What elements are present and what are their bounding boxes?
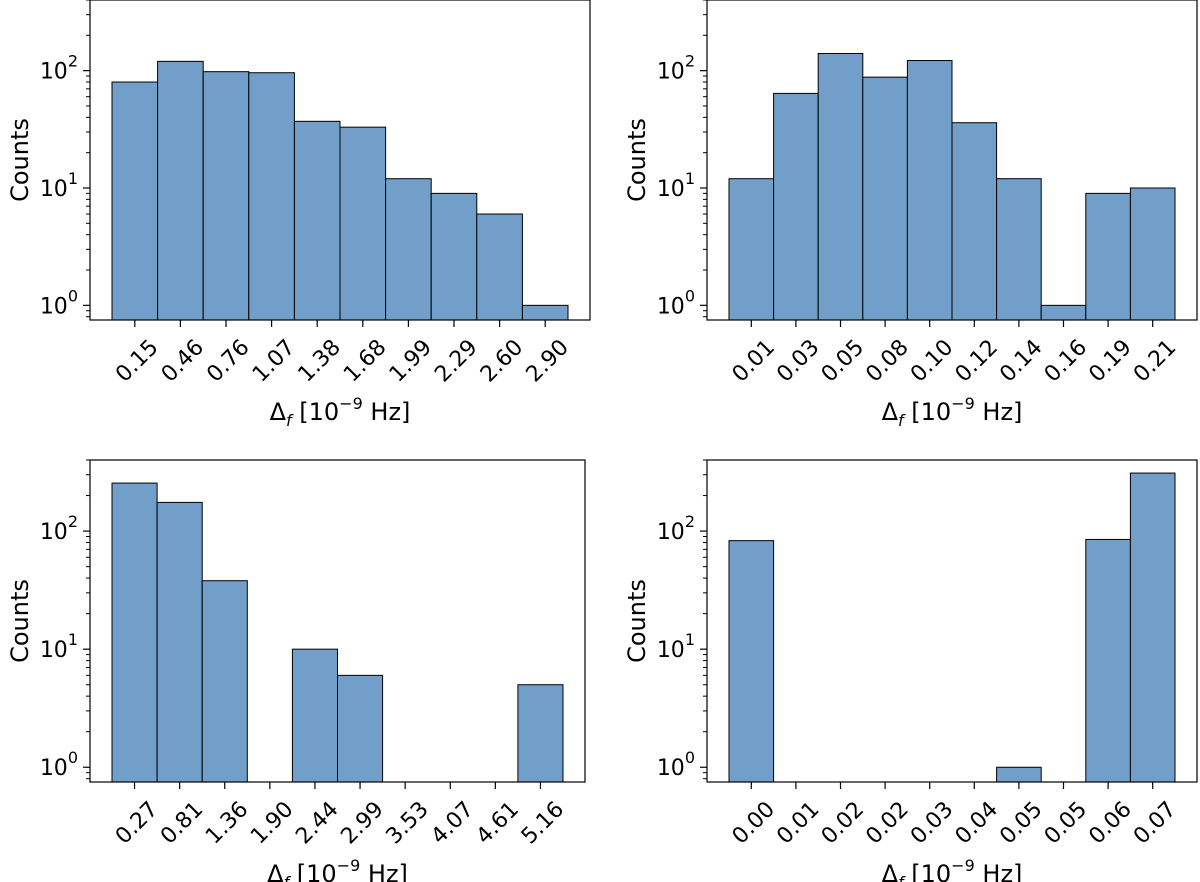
x-tick-label-1: 0.15 [111, 335, 163, 387]
bar-2-count-64 [773, 92, 819, 321]
bar-8-count-9 [430, 192, 478, 321]
bar-5-count-10 [291, 648, 338, 783]
x-tick-label-2: 0.01 [772, 797, 824, 849]
y-axis-label: Counts [623, 579, 651, 663]
x-tick-label-9: 0.19 [1084, 335, 1136, 387]
x-tick-label-6: 2.99 [336, 797, 388, 849]
y-axis-label: Counts [6, 118, 34, 202]
bar-7-count-1 [996, 766, 1042, 783]
x-axis-label: Δf [10−9 Hz] [882, 394, 1023, 430]
y-tick-label-1e2: 102 [40, 512, 78, 545]
x-tick-label-7: 0.05 [995, 797, 1047, 849]
bar-9-count-9 [1085, 192, 1131, 321]
bar-4-count-88 [862, 76, 908, 321]
x-tick-label-8: 0.16 [1040, 335, 1092, 387]
x-tick-label-10: 0.07 [1129, 797, 1181, 849]
bar-3-count-38 [201, 580, 248, 783]
x-tick-label-2: 0.46 [157, 335, 209, 387]
plot-frame [706, 0, 1198, 321]
bar-6-count-33 [339, 126, 387, 321]
x-tick-label-1: 0.00 [728, 797, 780, 849]
x-tick-label-7: 1.99 [385, 335, 437, 387]
bar-7-count-12 [996, 178, 1042, 321]
x-tick-label-8: 4.07 [427, 797, 479, 849]
x-tick-label-4: 0.08 [861, 335, 913, 387]
x-tick-label-9: 4.61 [472, 797, 524, 849]
x-tick-label-4: 1.07 [248, 335, 300, 387]
bar-10-count-10 [1129, 187, 1176, 321]
x-tick-label-3: 0.02 [817, 797, 869, 849]
x-axis-label: Δf [10−9 Hz] [270, 394, 411, 430]
x-tick-label-6: 1.68 [339, 335, 391, 387]
y-tick-label-1e0: 100 [40, 286, 78, 319]
y-tick-label-1e1: 101 [40, 169, 78, 202]
bar-2-count-120 [157, 60, 204, 321]
x-axis-label: Δf [10−9 Hz] [882, 856, 1023, 882]
bar-2-count-175 [156, 501, 203, 783]
bar-1-count-12 [728, 178, 775, 321]
y-tick-label-1e1: 101 [657, 169, 695, 202]
bar-3-count-98 [202, 71, 250, 321]
y-tick-label-1e2: 102 [657, 52, 695, 85]
x-tick-label-5: 0.03 [906, 797, 958, 849]
bar-10-count-310 [1129, 472, 1176, 783]
x-tick-label-8: 2.29 [430, 335, 482, 387]
histogram-panel-3: 100 101 102 0.270.811.361.902.442.993.534.0… [6, 459, 586, 882]
y-axis-label: Counts [6, 579, 34, 663]
y-tick-label-1e0: 100 [40, 748, 78, 781]
plot-frame [89, 0, 591, 321]
y-tick-label-1e2: 102 [40, 52, 78, 85]
x-tick-label-5: 2.44 [291, 797, 343, 849]
plot-frame [706, 459, 1198, 783]
x-tick-label-9: 0.06 [1084, 797, 1136, 849]
bar-6-count-6 [337, 674, 384, 783]
x-axis-label: Δf [10−9 Hz] [267, 856, 408, 882]
bar-7-count-12 [385, 178, 432, 321]
bar-9-count-85 [1085, 538, 1131, 783]
x-tick-label-5: 1.38 [294, 335, 346, 387]
y-tick-label-1e2: 102 [657, 512, 695, 545]
x-tick-label-3: 1.36 [201, 797, 253, 849]
x-tick-label-5: 0.10 [906, 335, 958, 387]
y-tick-label-1e1: 101 [657, 630, 695, 663]
histogram-panel-4: 1001011020.000.010.020.020.030.040.050.0… [623, 459, 1198, 882]
x-tick-label-7: 3.53 [382, 797, 434, 849]
x-tick-label-10: 5.16 [517, 797, 569, 849]
x-tick-label-6: 0.04 [951, 797, 1003, 849]
bar-5-count-122 [906, 60, 953, 321]
x-tick-label-4: 1.90 [246, 797, 298, 849]
x-tick-label-4: 0.02 [861, 797, 913, 849]
bar-1-count-83 [728, 540, 775, 783]
x-tick-label-3: 0.76 [202, 335, 254, 387]
x-tick-label-2: 0.03 [772, 335, 824, 387]
y-tick-label-1e0: 100 [657, 286, 695, 319]
x-tick-label-7: 0.14 [995, 335, 1047, 387]
histogram-panel-2: 1001011020.010.030.050.080.100.120.140.1… [623, 0, 1198, 430]
bar-8-count-1 [1040, 304, 1087, 321]
bar-4-count-96 [248, 72, 295, 321]
x-tick-label-2: 0.81 [156, 797, 208, 849]
x-tick-label-3: 0.05 [817, 335, 869, 387]
plot-frame [89, 459, 586, 783]
y-axis-label: Counts [623, 118, 651, 202]
bar-3-count-140 [817, 53, 864, 321]
x-tick-label-1: 0.01 [728, 335, 780, 387]
bar-9-count-6 [476, 213, 523, 321]
bar-1-count-80 [111, 81, 159, 321]
x-tick-label-1: 0.27 [111, 797, 163, 849]
bar-5-count-37 [293, 120, 341, 321]
x-tick-label-10: 2.90 [522, 335, 574, 387]
histogram-panel-1: 100 101 102 0.150.460.761.071.381.681.992.2… [6, 0, 591, 430]
bar-6-count-36 [951, 122, 998, 321]
bar-1-count-255 [111, 482, 158, 783]
x-tick-label-9: 2.60 [476, 335, 528, 387]
bar-10-count-1 [521, 304, 569, 321]
y-tick-label-1e1: 101 [40, 630, 78, 663]
bar-10-count-5 [517, 684, 564, 783]
y-tick-label-1e0: 100 [657, 748, 695, 781]
x-tick-label-10: 0.21 [1129, 335, 1181, 387]
x-tick-label-8: 0.05 [1040, 797, 1092, 849]
x-tick-label-6: 0.12 [951, 335, 1003, 387]
